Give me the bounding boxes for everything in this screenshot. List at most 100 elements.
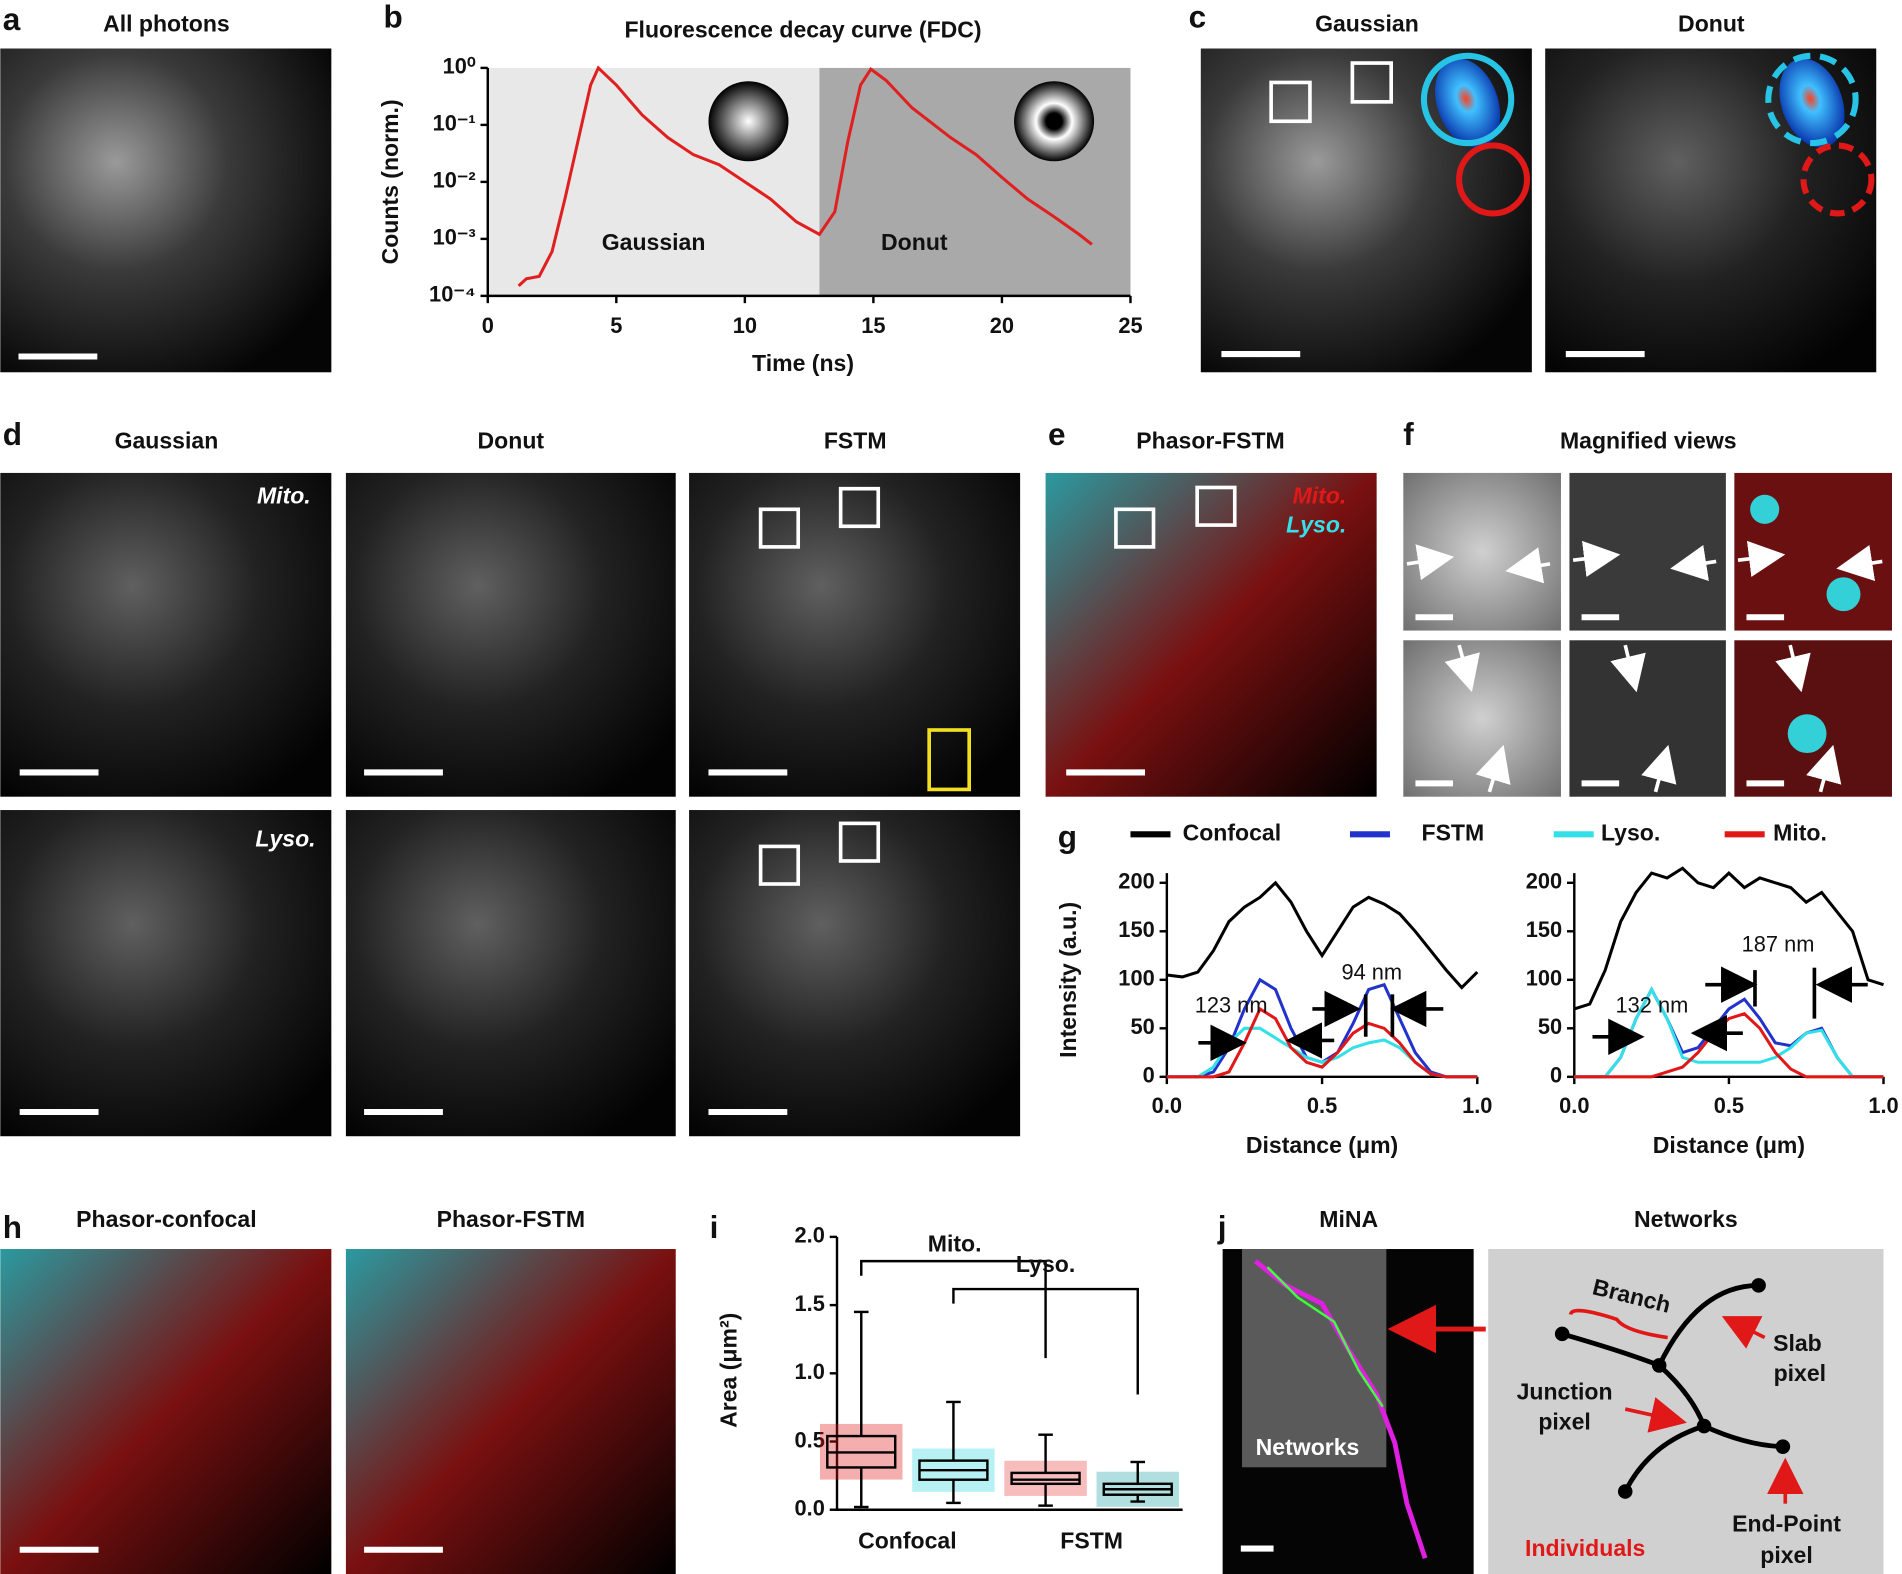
gate-circle xyxy=(1456,142,1531,217)
diagram-label: pixel xyxy=(1538,1409,1590,1435)
annotation: 123 nm xyxy=(1195,992,1268,1017)
y-tick-label: 150 xyxy=(1118,917,1154,942)
y-axis-label: Area (μm²) xyxy=(715,1313,741,1428)
y-tick-label: 10⁻⁴ xyxy=(429,282,476,307)
legend-label: Lyso. xyxy=(1601,819,1660,845)
micrograph xyxy=(0,1249,332,1574)
panel-title: Gaussian xyxy=(1315,11,1419,37)
panel-title: Donut xyxy=(478,428,545,454)
y-tick-label: 1.0 xyxy=(795,1359,825,1384)
panel-letter: f xyxy=(1403,416,1414,452)
panel-title: Phasor-FSTM xyxy=(437,1206,585,1232)
profile-line xyxy=(1166,1006,1478,1079)
network-overlay xyxy=(1242,1249,1387,1468)
bracket-label: Lyso. xyxy=(1016,1251,1075,1277)
legend-label: Mito. xyxy=(1293,482,1347,508)
panel-letter: i xyxy=(710,1209,719,1245)
blob xyxy=(1787,714,1827,754)
bracket xyxy=(952,1287,1139,1395)
blob xyxy=(1826,577,1861,612)
box xyxy=(1010,1471,1081,1486)
panel-title: All photons xyxy=(103,11,230,37)
x-axis-label: Time (ns) xyxy=(752,350,854,376)
roi xyxy=(758,507,801,549)
panel-title: Networks xyxy=(1634,1206,1738,1232)
legend-label: Mito. xyxy=(1773,819,1827,845)
roi xyxy=(1114,507,1156,549)
network-nodes xyxy=(1554,1278,1791,1499)
gate-circle xyxy=(1765,52,1859,147)
magnified-view xyxy=(1569,640,1726,797)
x-tick-label: 0.0 xyxy=(1152,1093,1182,1118)
x-tick-label: 5 xyxy=(610,313,622,338)
x-tick-label: 25 xyxy=(1118,313,1142,338)
area-chart: 0.0 0.5 1.0 1.5 2.0 Area (μm²) Confocal FSTM Mit… xyxy=(715,1223,1183,1554)
phasor-cloud xyxy=(1435,58,1501,148)
panel-title: Phasor-FSTM xyxy=(1136,428,1284,454)
panel-letter: j xyxy=(1217,1209,1227,1245)
micrograph xyxy=(345,810,676,1137)
profile-charts: Confocal FSTM Lyso. Mito. Intensity (a.u.) 0.… xyxy=(1055,819,1899,1158)
branch-brace xyxy=(1568,1308,1668,1340)
y-axis-label: Intensity (a.u.) xyxy=(1055,902,1081,1058)
panel-title: FSTM xyxy=(824,428,887,454)
profile-line xyxy=(1166,880,1479,990)
roi xyxy=(1350,61,1394,104)
magnified-view xyxy=(1403,472,1561,631)
category-label: FSTM xyxy=(1060,1528,1123,1554)
y-axis-label: Counts (norm.) xyxy=(377,99,403,264)
region-label: Donut xyxy=(881,229,948,255)
roi xyxy=(838,821,881,863)
panel-letter: g xyxy=(1058,818,1077,854)
diagram-label: pixel xyxy=(1774,1360,1826,1386)
legend-label: Confocal xyxy=(1183,819,1282,845)
psf-inset xyxy=(708,81,789,162)
y-tick-label: 10⁰ xyxy=(443,54,476,79)
panel-letter: h xyxy=(3,1209,22,1245)
y-tick-label: 0 xyxy=(1143,1063,1155,1088)
y-tick-label: 10⁻² xyxy=(433,168,476,193)
phasor-cloud xyxy=(1779,58,1845,148)
panel-title: Phasor-confocal xyxy=(76,1206,256,1232)
panel-title: Donut xyxy=(1678,11,1745,37)
x-axis-label: Distance (μm) xyxy=(1653,1132,1805,1158)
diagram-label: pixel xyxy=(1760,1542,1812,1568)
micrograph xyxy=(0,472,332,797)
diagram-label: Junction xyxy=(1517,1378,1613,1404)
panel-letter: e xyxy=(1048,416,1066,452)
x-tick-label: 20 xyxy=(990,313,1014,338)
bracket xyxy=(860,1259,1047,1359)
x-tick-label: 10 xyxy=(733,313,757,338)
magnified-view xyxy=(1403,640,1561,797)
y-tick-label: 1.5 xyxy=(795,1291,825,1316)
diagram-label: Slab xyxy=(1773,1330,1822,1356)
profile-line xyxy=(1573,866,1884,1011)
y-tick-label: 2.0 xyxy=(795,1223,825,1248)
y-tick-label: 200 xyxy=(1118,869,1154,894)
pointer-arrows xyxy=(1624,1316,1804,1504)
decay-line xyxy=(517,65,1093,287)
category-label: Confocal xyxy=(858,1528,957,1554)
decay-chart: Gaussian Donut Fluorescence decay curve (F… xyxy=(377,17,1143,376)
y-tick-label: 10⁻¹ xyxy=(433,111,476,136)
arrows xyxy=(1406,540,1883,793)
y-tick-label: 100 xyxy=(1118,966,1154,991)
magnified-view xyxy=(1569,472,1726,631)
axis xyxy=(1165,873,1478,1079)
x-axis-label: Distance (μm) xyxy=(1246,1132,1398,1158)
roi xyxy=(758,844,801,886)
legend-label: FSTM xyxy=(1422,819,1485,845)
y-tick-label: 50 xyxy=(1538,1014,1562,1039)
row-label: Lyso. xyxy=(255,825,315,851)
annotation: 94 nm xyxy=(1341,960,1402,985)
axis xyxy=(1573,873,1884,1079)
annotation: 187 nm xyxy=(1742,932,1815,957)
diagram-label: Individuals xyxy=(1525,1535,1645,1561)
y-tick-label: 0.5 xyxy=(795,1427,825,1452)
chart-title: Fluorescence decay curve (FDC) xyxy=(624,17,981,43)
x-tick-label: 0.5 xyxy=(1307,1093,1337,1118)
psf-inset xyxy=(1014,81,1095,162)
profile-line xyxy=(1574,1012,1884,1079)
micrograph xyxy=(689,810,1021,1137)
y-tick-label: 100 xyxy=(1526,966,1562,991)
